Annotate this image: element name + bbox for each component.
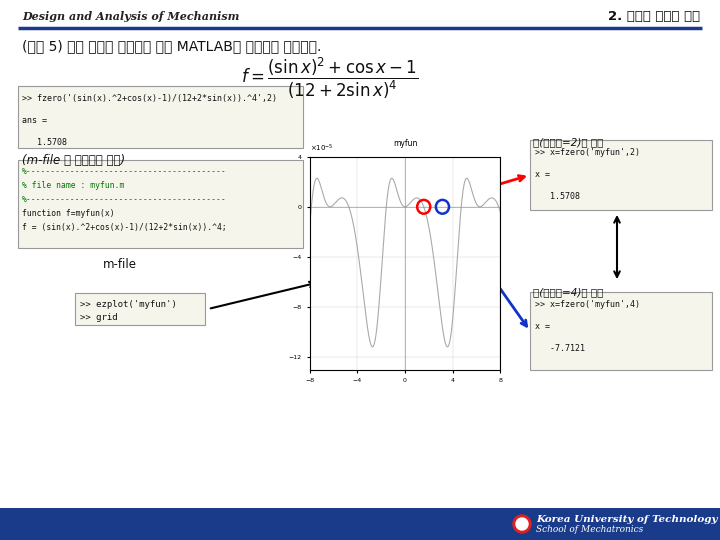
Text: >> x=fzero('myfun',4): >> x=fzero('myfun',4) [535,300,640,309]
Bar [530,140,712,210]
Text: x =: x = [535,170,550,179]
Bar [18,86,303,148]
Text: >> fzero('(sin(x).^2+cos(x)-1)/(12+2*sin(x)).^4',2): >> fzero('(sin(x).^2+cos(x)-1)/(12+2*sin… [22,94,277,103]
Text: School of Mechatronics: School of Mechatronics [536,525,643,535]
Text: 해(초기치=2)인 경우: 해(초기치=2)인 경우 [533,137,603,147]
Text: 해(초기치=4)인 경우: 해(초기치=4)인 경우 [533,287,603,297]
Text: Korea University of Technology and Education: Korea University of Technology and Educa… [536,515,720,523]
Text: function f=myfun(x): function f=myfun(x) [22,209,114,218]
Text: $\times 10^{-5}$: $\times 10^{-5}$ [310,143,333,154]
Bar [530,292,712,370]
Text: (예제 5) 다음 비선형 방정식의 해를 MATLAB을 이용하여 구하시오.: (예제 5) 다음 비선형 방정식의 해를 MATLAB을 이용하여 구하시오. [22,39,321,53]
Text: >> ezplot('myfun'): >> ezplot('myfun') [80,300,176,309]
Bar [18,160,303,248]
Circle shape [516,518,528,530]
Text: 1.5708: 1.5708 [22,138,67,147]
Text: (m-file 을 이용하는 방법): (m-file 을 이용하는 방법) [22,154,125,167]
Text: 1.5708: 1.5708 [535,192,580,201]
Text: $f = \dfrac{(\sin x)^2 + \cos x - 1}{(12 + 2\sin x)^4}$: $f = \dfrac{(\sin x)^2 + \cos x - 1}{(12… [241,55,419,100]
Text: % file name : myfun.m: % file name : myfun.m [22,181,125,190]
Text: >> x=fzero('myfun',2): >> x=fzero('myfun',2) [535,148,640,157]
Bar [75,293,205,325]
Text: x =: x = [535,322,550,331]
Bar [0,508,720,540]
Text: 2. 비선형 방정식 해법: 2. 비선형 방정식 해법 [608,10,700,23]
Text: >> grid: >> grid [80,313,117,322]
Text: Design and Analysis of Mechanism: Design and Analysis of Mechanism [22,10,239,22]
Text: f = (sin(x).^2+cos(x)-1)/(12+2*sin(x)).^4;: f = (sin(x).^2+cos(x)-1)/(12+2*sin(x)).^… [22,223,227,232]
Text: myfun: myfun [393,139,417,148]
Text: %-----------------------------------------: %---------------------------------------… [22,167,227,176]
Text: m-file: m-file [103,258,137,271]
Circle shape [513,515,531,533]
Text: -7.7121: -7.7121 [535,344,585,353]
Text: ans =: ans = [22,116,47,125]
Text: %-----------------------------------------: %---------------------------------------… [22,195,227,204]
